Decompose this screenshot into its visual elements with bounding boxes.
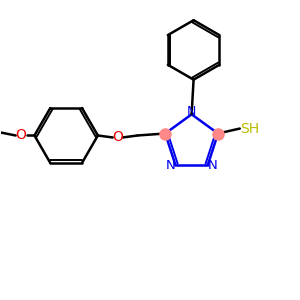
Text: O: O <box>112 130 123 145</box>
Text: N: N <box>208 159 218 172</box>
Text: N: N <box>187 105 196 118</box>
Text: N: N <box>166 159 175 172</box>
Text: O: O <box>15 128 26 142</box>
Text: SH: SH <box>240 122 259 136</box>
